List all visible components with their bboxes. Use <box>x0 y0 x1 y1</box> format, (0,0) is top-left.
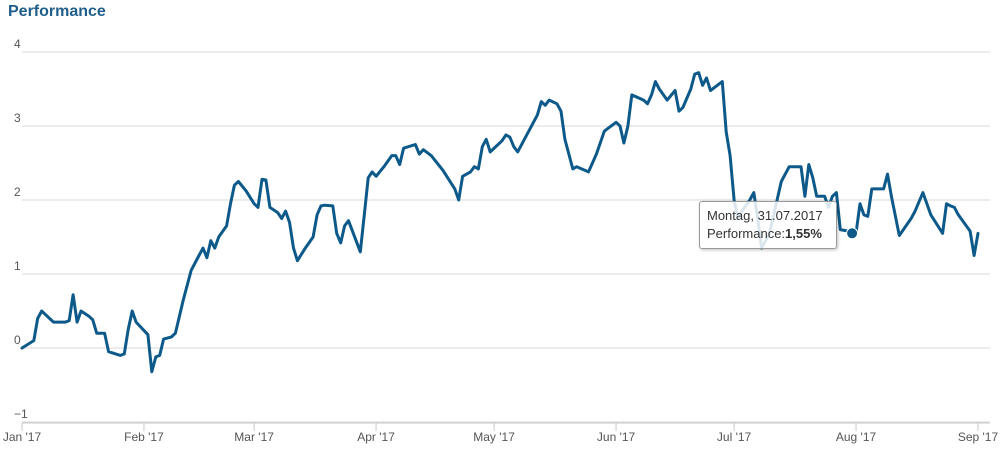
chart-title: Performance <box>8 3 106 20</box>
series-line <box>20 71 980 374</box>
x-tick-label: Jan '17 <box>3 430 42 444</box>
tooltip-label: Performance: <box>707 226 786 241</box>
y-tick-label: 0 <box>14 333 21 347</box>
x-tick-label: Jun '17 <box>597 430 636 444</box>
y-tick-label: −1 <box>14 407 28 421</box>
x-tick-label: Mar '17 <box>234 430 274 444</box>
tooltip-row: Performance:1,55% <box>707 225 829 243</box>
y-tick-label: 4 <box>14 37 21 51</box>
x-tick-label: May '17 <box>473 430 515 444</box>
tooltip-value: 1,55% <box>785 226 822 241</box>
highlight-marker <box>846 227 859 240</box>
x-tick-label: Apr '17 <box>357 430 395 444</box>
x-tick-label: Sep '17 <box>958 430 999 444</box>
y-tick-label: 1 <box>14 259 21 273</box>
y-tick-label: 2 <box>14 185 21 199</box>
y-tick-label: 3 <box>14 111 21 125</box>
x-tick-label: Feb '17 <box>124 430 164 444</box>
x-tick-label: Jul '17 <box>717 430 752 444</box>
x-tick-label: Aug '17 <box>836 430 877 444</box>
tooltip-date: Montag, 31.07.2017 <box>707 208 823 223</box>
tooltip: Montag, 31.07.2017 Performance:1,55% <box>699 201 837 249</box>
